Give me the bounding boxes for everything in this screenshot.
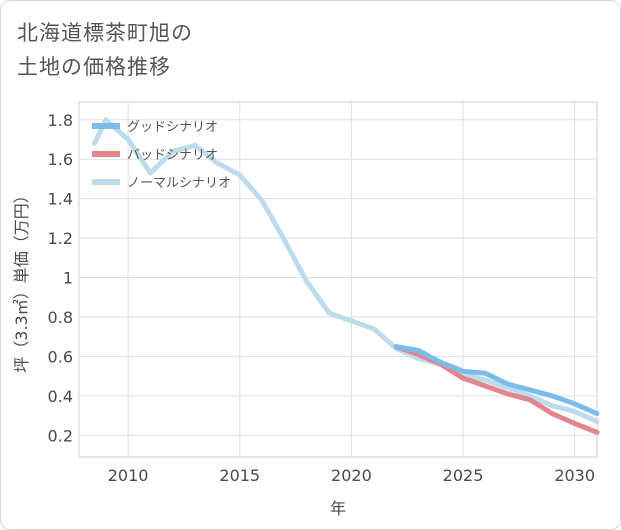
- x-tick-labels: 2010 2015 2020 2025 2030: [108, 466, 595, 485]
- legend-item-normal: ノーマルシナリオ: [92, 176, 231, 191]
- series-layer: [92, 117, 600, 435]
- y-tick-label: 1.4: [48, 190, 73, 209]
- y-tick-labels: 0.2 0.4 0.6 0.8 1 1.2 1.4 1.6 1.8: [48, 111, 73, 446]
- x-tick-label: 2030: [554, 466, 595, 485]
- y-tick-label: 0.8: [48, 308, 73, 327]
- legend-label: ノーマルシナリオ: [127, 176, 231, 191]
- chart-title-line1: 北海道標茶町旭の: [17, 21, 193, 45]
- y-tick-label: 1: [63, 269, 73, 288]
- legend-label: バッドシナリオ: [127, 148, 218, 163]
- x-tick-label: 2015: [219, 466, 260, 485]
- x-tick-label: 2010: [108, 466, 149, 485]
- y-tick-label: 0.2: [48, 426, 73, 445]
- x-gridlines: [127, 102, 576, 457]
- chart-title: 北海道標茶町旭の 土地の価格推移: [17, 16, 193, 84]
- y-tick-label: 1.6: [48, 150, 73, 169]
- y-axis-title: 坪（3.3㎡）単価（万円）: [12, 187, 31, 372]
- legend-item-good: グッドシナリオ: [92, 120, 218, 135]
- series-line-good: [393, 344, 600, 417]
- y-tick-label: 0.6: [48, 347, 73, 366]
- x-tick-label: 2025: [443, 466, 484, 485]
- x-axis-title: 年: [330, 499, 346, 518]
- legend-label: グッドシナリオ: [127, 120, 218, 135]
- y-tick-label: 1.2: [48, 229, 73, 248]
- y-tick-label: 0.4: [48, 387, 73, 406]
- x-tick-label: 2020: [331, 466, 372, 485]
- series-line-normal: [92, 117, 600, 424]
- y-tick-label: 1.8: [48, 111, 73, 130]
- legend-item-bad: バッドシナリオ: [92, 148, 218, 163]
- chart-title-line2: 土地の価格推移: [17, 55, 171, 79]
- series-line-bad: [393, 344, 600, 435]
